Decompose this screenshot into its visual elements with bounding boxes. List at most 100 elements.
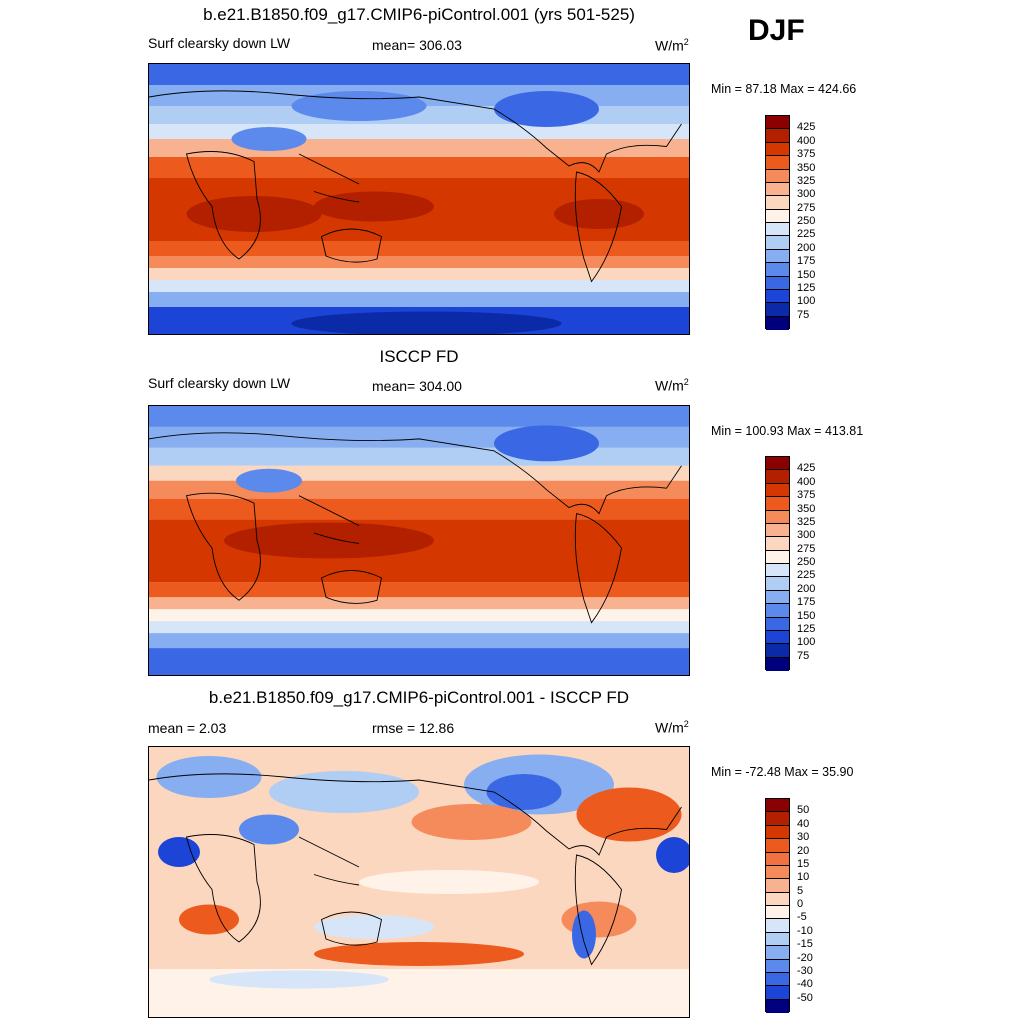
colorbar-tick-label: 10: [797, 871, 810, 884]
colorbar-swatch: [766, 263, 789, 277]
colorbar-swatch: [766, 892, 789, 906]
colorbar-tick-label: 200: [797, 241, 816, 254]
colorbar-swatch: [766, 249, 789, 264]
colorbar-swatch: [766, 116, 789, 130]
colorbar-tick-label: 150: [797, 268, 816, 281]
colorbar-tick-label: 30: [797, 831, 810, 844]
colorbar-swatch: [766, 236, 789, 250]
map-difference: [148, 746, 690, 1018]
colorbar-swatch: [766, 510, 789, 524]
units-label: W/m2: [655, 719, 689, 736]
colorbar-swatch: [766, 209, 789, 223]
colorbar-tick-label: 250: [797, 215, 816, 227]
colorbar-tick-label: 75: [797, 649, 810, 662]
colorbar: [765, 798, 790, 1013]
colorbar-swatch: [766, 129, 789, 143]
colorbar-swatch: [766, 289, 789, 304]
colorbar-swatch: [766, 316, 789, 330]
variable-label: Surf clearsky down LW: [148, 35, 291, 51]
colorbar-swatch: [766, 276, 789, 290]
colorbar-swatch: [766, 470, 789, 484]
colorbar-swatch: [766, 617, 789, 631]
colorbar-tick-label: 300: [797, 188, 816, 201]
colorbar-swatch: [766, 644, 789, 658]
colorbar-swatch: [766, 825, 789, 840]
variable-label: Surf clearsky down LW: [148, 375, 291, 391]
colorbar-swatch: [766, 946, 789, 960]
min-max-label: Min = 100.93 Max = 413.81: [711, 424, 864, 438]
colorbar-swatch: [766, 483, 789, 498]
min-max-label: Min = -72.48 Max = 35.90: [711, 765, 854, 779]
mean-label: mean= 304.00: [372, 378, 462, 394]
colorbar-swatch: [766, 537, 789, 551]
units-label: W/m2: [655, 377, 689, 394]
colorbar-tick-label: 350: [797, 161, 816, 174]
colorbar-swatch: [766, 156, 789, 170]
colorbar-swatch: [766, 523, 789, 538]
mean-label: mean= 306.03: [372, 37, 462, 53]
colorbar: [765, 456, 790, 671]
colorbar-tick-label: 150: [797, 609, 816, 622]
colorbar-swatch: [766, 577, 789, 591]
colorbar-tick-label: -50: [797, 991, 813, 1004]
colorbar-swatch: [766, 142, 789, 157]
colorbar-tick-label: 325: [797, 515, 816, 528]
colorbar-swatch: [766, 986, 789, 1000]
colorbar-tick-label: 125: [797, 281, 816, 294]
colorbar-tick-label: 375: [797, 489, 816, 502]
colorbar-swatch: [766, 169, 789, 183]
mean-label: mean = 2.03: [148, 720, 227, 736]
min-max-label: Min = 87.18 Max = 424.66: [711, 82, 857, 96]
colorbar-tick-label: 225: [797, 569, 816, 582]
colorbar-swatch: [766, 564, 789, 578]
colorbar-swatch: [766, 906, 789, 920]
colorbar-tick-label: 125: [797, 622, 816, 635]
colorbar-swatch: [766, 799, 789, 813]
rmse-label: rmse = 12.86: [372, 720, 455, 736]
map-field: [149, 64, 689, 334]
colorbar-tick-label: 225: [797, 228, 816, 241]
colorbar-swatch: [766, 879, 789, 893]
colorbar-tick-label: 15: [797, 857, 810, 870]
season-label: DJF: [748, 14, 805, 47]
colorbar-swatch: [766, 919, 789, 933]
map-field: [149, 747, 689, 1017]
colorbar-swatch: [766, 839, 789, 853]
colorbar-tick-label: 100: [797, 295, 816, 308]
colorbar-tick-label: 325: [797, 174, 816, 187]
colorbar-tick-label: 400: [797, 475, 816, 488]
colorbar-swatch: [766, 590, 789, 605]
colorbar-swatch: [766, 852, 789, 866]
colorbar-tick-label: -40: [797, 978, 813, 991]
colorbar-tick-label: 350: [797, 502, 816, 515]
colorbar-tick-label: 0: [797, 898, 804, 910]
colorbar-tick-label: 175: [797, 596, 816, 609]
colorbar-swatch: [766, 550, 789, 564]
colorbar-tick-label: 425: [797, 121, 816, 134]
colorbar-tick-label: 40: [797, 817, 810, 830]
colorbar-swatch: [766, 457, 789, 471]
colorbar-swatch: [766, 604, 789, 618]
colorbar-tick-label: 20: [797, 844, 810, 857]
colorbar-swatch: [766, 196, 789, 210]
colorbar-tick-label: 175: [797, 255, 816, 268]
panel-title: ISCCP FD: [379, 347, 459, 366]
colorbar-tick-label: 75: [797, 308, 810, 321]
colorbar-swatch: [766, 932, 789, 947]
colorbar-swatch: [766, 999, 789, 1013]
colorbar-tick-label: 375: [797, 148, 816, 161]
colorbar: [765, 115, 790, 330]
colorbar-tick-label: 300: [797, 529, 816, 542]
colorbar-tick-label: -5: [797, 911, 807, 924]
map-field: [149, 406, 689, 675]
colorbar-swatch: [766, 182, 789, 197]
map-observations: [148, 405, 690, 676]
colorbar-tick-label: -30: [797, 964, 813, 977]
colorbar-tick-label: 100: [797, 636, 816, 649]
colorbar-swatch: [766, 959, 789, 973]
colorbar-tick-label: -10: [797, 924, 813, 937]
colorbar-swatch: [766, 630, 789, 645]
colorbar-swatch: [766, 812, 789, 826]
panel-title: b.e21.B1850.f09_g17.CMIP6-piControl.001 …: [203, 5, 635, 24]
colorbar-tick-label: 275: [797, 201, 816, 214]
